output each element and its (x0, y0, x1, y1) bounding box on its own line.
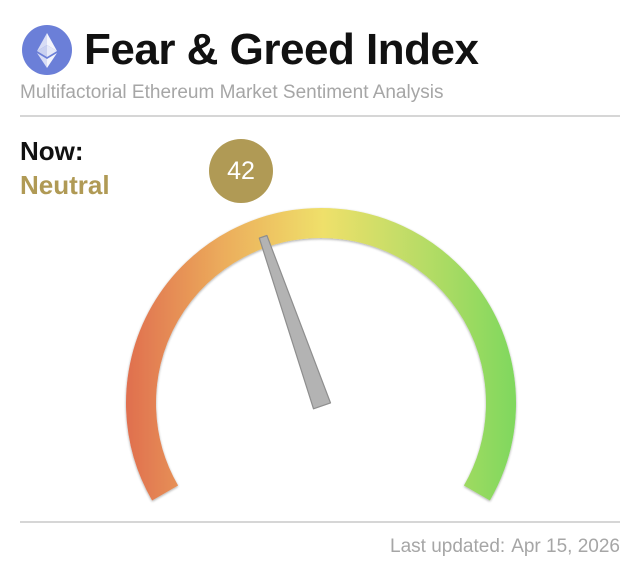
divider (20, 115, 620, 117)
header: Fear & Greed Index (20, 22, 620, 78)
gauge-arc (126, 208, 516, 501)
now-label: Now: (20, 136, 84, 166)
gauge-needle (258, 234, 332, 410)
index-value-badge: 42 (209, 139, 273, 203)
last-updated-label: Last updated: (390, 536, 506, 557)
sentiment-status: Neutral (20, 170, 110, 200)
page-subtitle: Multifactorial Ethereum Market Sentiment… (20, 82, 444, 103)
last-updated-date: Apr 15, 2026 (511, 536, 620, 557)
divider (20, 521, 620, 523)
page-title: Fear & Greed Index (84, 25, 479, 74)
ethereum-icon (22, 25, 72, 75)
last-updated: Last updated: Apr 15, 2026 (390, 536, 620, 558)
